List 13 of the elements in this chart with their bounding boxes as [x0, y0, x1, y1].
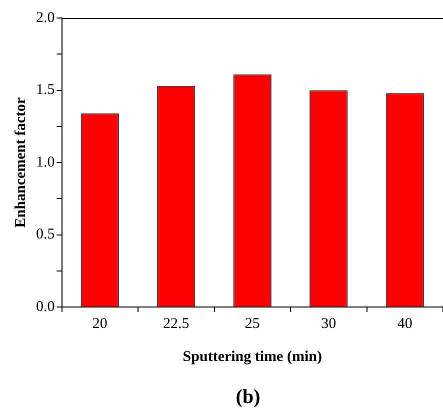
y-tick-label: 1.0	[36, 154, 55, 170]
text: (b)	[236, 386, 260, 408]
y-axis-title: Enhancement factor	[12, 96, 29, 228]
x-tick-label: 20	[92, 316, 108, 332]
x-tick-label: 30	[321, 316, 336, 332]
y-tick-label: 1.5	[36, 82, 55, 98]
x-tick-label: 22.5	[163, 316, 190, 332]
y-tick-label: 2.0	[36, 10, 55, 26]
x-axis-title: Sputtering time (min)	[182, 348, 322, 365]
y-tick-label: 0.5	[36, 226, 55, 243]
y-tick-label: 0.0	[36, 298, 55, 315]
x-tick-label: 40	[397, 316, 412, 332]
x-tick-label: 25	[244, 316, 260, 332]
